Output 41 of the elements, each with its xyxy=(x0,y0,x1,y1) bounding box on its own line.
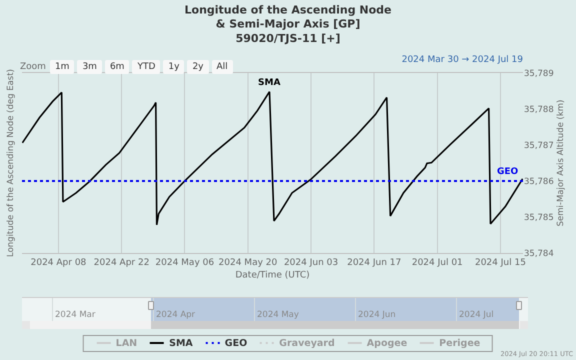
y2-tick-label: 35,789 xyxy=(524,68,554,79)
x-tick-label: 2024 May 06 xyxy=(155,258,214,268)
text: 2024 Jul xyxy=(459,310,494,320)
legend-label: GEO xyxy=(224,338,248,349)
x-tick-label: 2024 May 20 xyxy=(218,258,278,268)
x-tick-label: 2024 Apr 08 xyxy=(30,258,87,268)
x-tick-label: 2024 Jun 03 xyxy=(284,258,338,268)
zoom-button: All xyxy=(212,60,233,74)
zoom-button: 1y xyxy=(163,60,184,74)
legend-label: LAN xyxy=(114,338,138,349)
y2-tick-label: 35,787 xyxy=(524,140,554,151)
legend-label: Perigee xyxy=(438,338,480,349)
zoom-button: 1m xyxy=(50,60,74,74)
y2-tick-label: 35,788 xyxy=(524,104,554,115)
legend-label: Apogee xyxy=(366,338,408,349)
text: 2024 Jun xyxy=(358,310,396,320)
text: Zoom xyxy=(20,62,46,72)
y2-tick-label: 35,786 xyxy=(524,176,554,187)
text: 2024 Mar 30 → 2024 Jul 19 xyxy=(402,55,523,65)
zoom-button: 6m xyxy=(104,60,130,74)
x-tick-label: 2024 Apr 22 xyxy=(94,258,150,268)
text: GEO xyxy=(497,167,518,177)
text: 2024 May xyxy=(257,310,299,320)
x-tick-label: 2024 Jul 15 xyxy=(474,258,526,268)
x-tick-label: 2024 Jun 17 xyxy=(347,258,402,268)
legend-label: SMA xyxy=(168,338,193,349)
x-axis-title: Date/Time (UTC) xyxy=(235,270,310,281)
y2-tick-label: 35,784 xyxy=(524,248,554,259)
text: 2024 Apr xyxy=(156,310,196,320)
line-series xyxy=(22,90,523,226)
y-axis-title: Longitude of the Ascending Node (deg East) xyxy=(6,69,16,257)
zoom-button: 3m xyxy=(77,60,102,74)
zoom-button: YTD xyxy=(132,60,160,74)
x-tick-label: 2024 Jul 01 xyxy=(412,258,463,268)
y2-axis-title: Semi-Major Axis Altitude (km) xyxy=(556,100,566,226)
zoom-button: 2y xyxy=(187,60,209,74)
chart-title: Longitude of the Ascending Node & Semi-Major Axis [GP] 59020/TJS-11 [+] xyxy=(184,3,392,45)
y2-tick-label: 35,785 xyxy=(524,212,554,223)
legend-label: Graveyard xyxy=(278,338,335,349)
text: SMA xyxy=(258,78,280,88)
text: 2024 Mar xyxy=(55,310,96,320)
